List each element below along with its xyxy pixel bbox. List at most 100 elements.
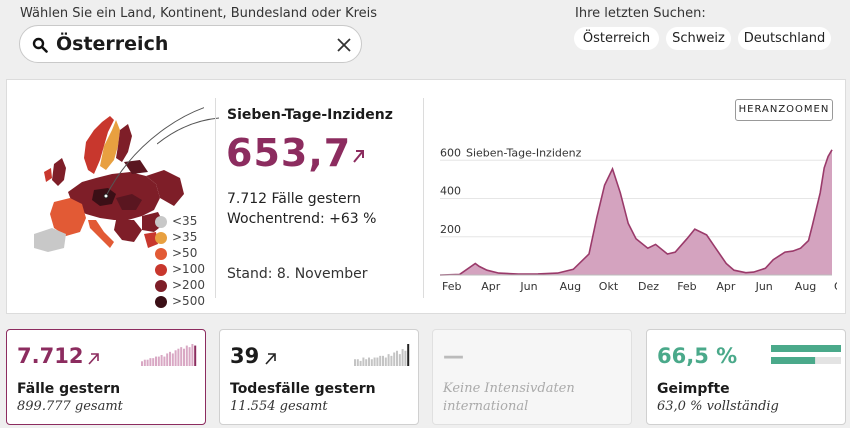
spark-bar — [191, 344, 194, 366]
spark-bar — [174, 350, 177, 366]
x-tick-label: Aug — [795, 280, 816, 293]
spark-bar — [143, 359, 146, 366]
spark-bar — [401, 349, 404, 366]
incidence-value: 653,7 — [226, 131, 352, 175]
cases-card[interactable]: 7.712 Fälle gestern 899.777 gesamt — [6, 329, 206, 425]
deaths-label: Todesfälle gestern — [230, 381, 376, 397]
spark-bar — [157, 356, 160, 366]
recent-chip-deutschland[interactable]: Deutschland — [738, 27, 831, 50]
incidence-line — [439, 149, 833, 276]
first-dose-bar — [771, 345, 841, 352]
y-tick-label: 600 — [440, 146, 461, 159]
divider — [215, 98, 216, 298]
x-tick-label: Jun — [755, 280, 773, 293]
spark-bar — [370, 359, 373, 366]
y-tick-label: 200 — [440, 223, 461, 236]
spark-bar — [141, 361, 143, 366]
vaccination-progress-bars — [771, 345, 841, 364]
spark-bar — [393, 352, 396, 366]
spark-bar — [362, 357, 365, 366]
spark-bar — [160, 355, 163, 366]
vaccination-full: 63,0 % vollständig — [657, 399, 779, 414]
data-date: Stand: 8. November — [227, 266, 368, 282]
incidence-chart: 600 400 200 Sieben-Tage-Inzidenz Feb Apr Jun Au… — [439, 146, 837, 293]
vaccination-value: 66,5 % — [657, 344, 738, 368]
icu-note-line2: international — [443, 399, 529, 414]
x-tick-label: Feb — [442, 280, 461, 293]
spark-bar — [384, 357, 387, 366]
divider — [423, 98, 424, 298]
spark-bar — [169, 351, 171, 366]
incidence-panel: <35 >35 >50 >100 >200 >500 Sieben-Tage-I… — [6, 79, 846, 314]
y-tick-label: 400 — [440, 185, 461, 198]
search-icon — [32, 37, 48, 53]
spark-bar — [171, 353, 174, 366]
spark-bar — [177, 348, 180, 366]
recent-chip-schweiz[interactable]: Schweiz — [666, 27, 731, 50]
weekly-trend: Wochentrend: +63 % — [227, 211, 377, 227]
deaths-card[interactable]: 39 Todesfälle gestern 11.554 gesamt — [219, 329, 419, 425]
spark-bar — [382, 355, 384, 366]
x-tick-label: Apr — [716, 280, 736, 293]
legend-swatch — [155, 216, 167, 228]
x-tick-label: Feb — [677, 280, 696, 293]
x-tick-label: Dez — [638, 280, 659, 293]
deaths-value: 39 — [230, 344, 260, 368]
incidence-title: Sieben-Tage-Inzidenz — [227, 107, 393, 123]
vaccination-card[interactable]: 66,5 % Geimpfte 63,0 % vollständig — [646, 329, 846, 425]
spark-bar — [163, 356, 166, 366]
legend-swatch — [155, 264, 167, 276]
spark-bar — [149, 358, 152, 366]
legend-label: >50 — [172, 246, 198, 260]
legend-label: <35 — [172, 214, 198, 228]
spark-bar — [379, 355, 382, 366]
cases-sparkbars — [141, 344, 197, 366]
cases-value: 7.712 — [17, 344, 84, 368]
spark-bar — [354, 359, 356, 366]
europe-map — [34, 107, 204, 252]
x-tick-label: Okt — [834, 280, 837, 293]
recent-chip-oesterreich[interactable]: Österreich — [574, 27, 659, 50]
spark-bar — [146, 359, 149, 366]
spark-bar — [185, 345, 188, 366]
icu-card: — Keine Intensivdaten international — [432, 329, 632, 425]
incidence-area — [440, 149, 832, 275]
spark-bar — [365, 359, 368, 366]
legend-label: >100 — [172, 262, 205, 276]
legend-swatch — [155, 280, 167, 292]
cases-yesterday: 7.712 Fälle gestern — [227, 191, 361, 207]
spark-bar — [166, 353, 169, 366]
map-connector-line — [157, 117, 219, 145]
x-tick-label: Okt — [599, 280, 619, 293]
zoom-in-button[interactable]: HERANZOOMEN — [735, 99, 833, 121]
legend-label: >500 — [172, 294, 205, 308]
x-tick-label: Apr — [481, 280, 501, 293]
spark-bar — [194, 345, 197, 366]
trend-up-icon — [353, 150, 364, 163]
spark-bar — [404, 350, 407, 366]
close-icon[interactable] — [336, 37, 352, 53]
cases-total: 899.777 gesamt — [17, 399, 123, 414]
spark-bar — [155, 356, 157, 366]
search-value: Österreich — [56, 33, 169, 55]
search-input[interactable]: Österreich — [19, 25, 362, 63]
legend-swatch — [155, 296, 167, 308]
spark-bar — [390, 355, 393, 366]
spark-bar — [396, 350, 398, 366]
legend-label: >200 — [172, 278, 205, 292]
spark-bar — [376, 357, 379, 366]
spark-bar — [373, 357, 376, 366]
spark-bar — [407, 344, 410, 366]
full-dose-bar — [771, 357, 816, 364]
icu-note-line1: Keine Intensivdaten — [443, 381, 575, 396]
search-label: Wählen Sie ein Land, Kontinent, Bundesla… — [20, 6, 378, 21]
legend-swatch — [155, 232, 167, 244]
spark-bar — [152, 358, 155, 366]
spark-bar — [387, 354, 390, 366]
trend-up-icon — [88, 353, 99, 365]
x-tick-label: Jun — [519, 280, 537, 293]
spark-bar — [359, 360, 362, 366]
trend-up-icon — [265, 353, 276, 365]
spark-bar — [398, 354, 401, 366]
legend-swatch — [155, 248, 167, 260]
